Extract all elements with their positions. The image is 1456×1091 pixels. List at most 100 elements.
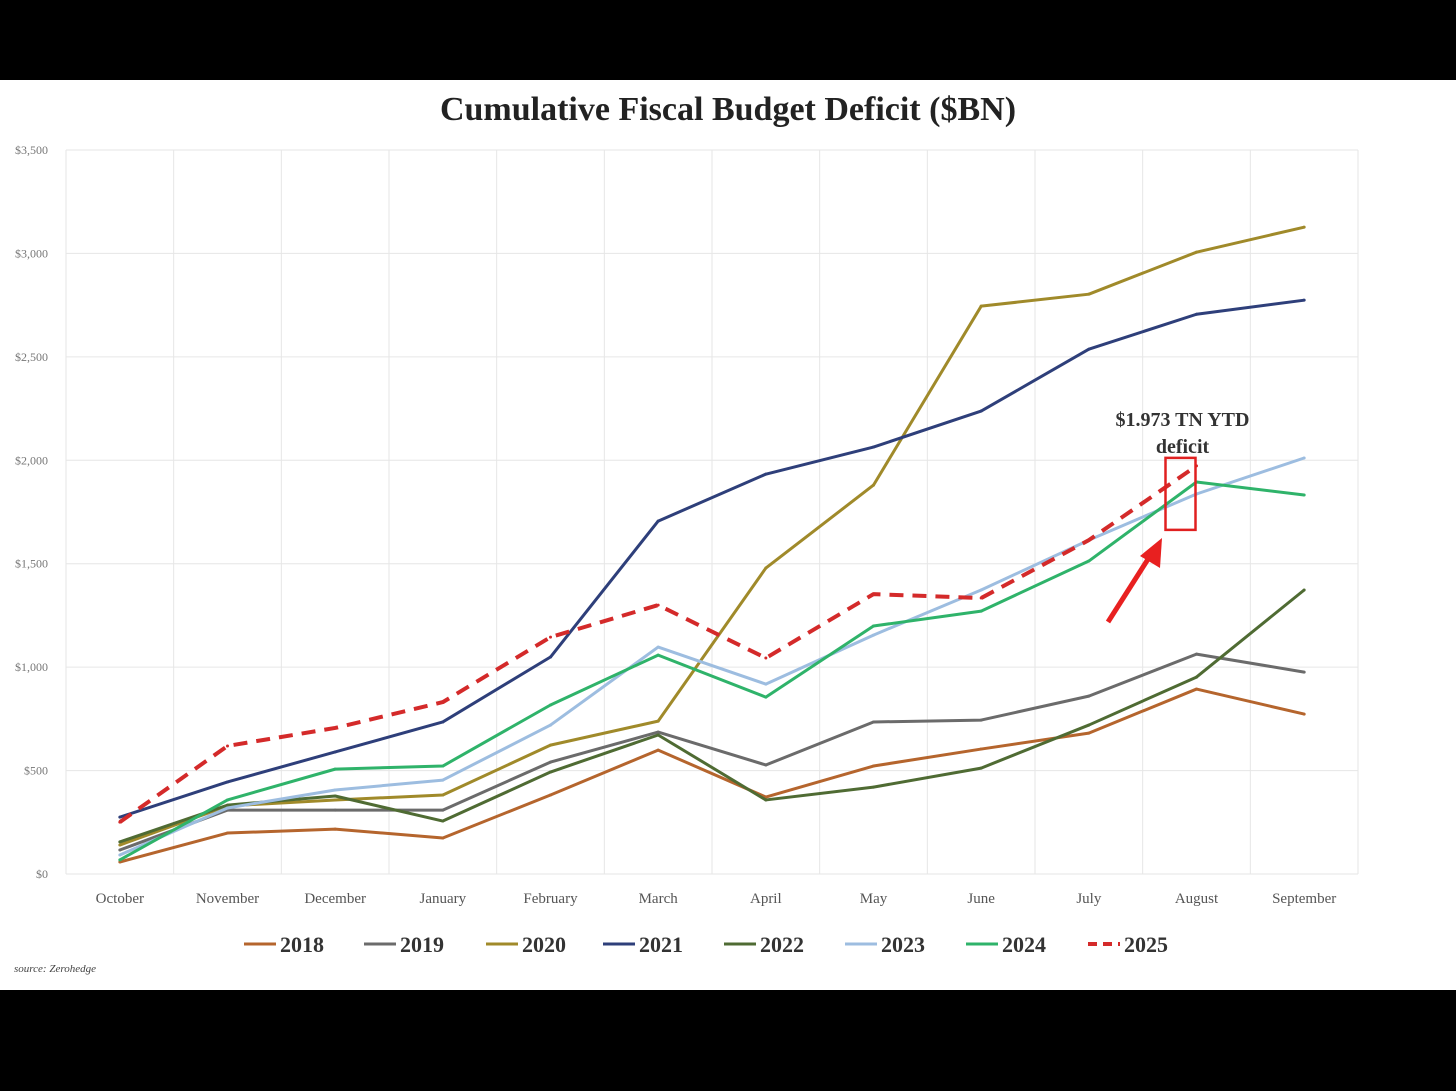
data-point-2024 xyxy=(441,764,445,768)
data-point-2025 xyxy=(764,656,768,660)
series-line-2020 xyxy=(119,225,1305,847)
x-tick-label: June xyxy=(967,891,995,907)
y-tick-label: $500 xyxy=(24,764,48,778)
data-point-2025 xyxy=(656,603,660,607)
data-point-2020 xyxy=(1302,225,1306,229)
y-tick-label: $2,500 xyxy=(15,350,48,364)
data-point-2023 xyxy=(656,645,660,649)
series-line-2023 xyxy=(119,456,1305,857)
x-tick-label: July xyxy=(1076,891,1102,907)
data-point-2021 xyxy=(979,409,983,413)
data-point-2024 xyxy=(764,695,768,699)
data-point-2018 xyxy=(872,764,875,768)
data-point-2025 xyxy=(1087,538,1091,542)
x-tick-label: September xyxy=(1272,891,1336,907)
chart-panel xyxy=(0,80,1456,990)
x-tick-label: December xyxy=(304,891,366,907)
data-point-2020 xyxy=(1195,250,1198,254)
data-point-2021 xyxy=(1195,312,1198,316)
data-point-2022 xyxy=(656,733,660,737)
legend-label-2021: 2021 xyxy=(639,932,683,957)
legend-label-2023: 2023 xyxy=(881,932,925,957)
data-point-2023 xyxy=(764,682,768,686)
y-tick-label: $3,500 xyxy=(15,143,48,157)
data-point-2019 xyxy=(441,808,445,812)
data-point-2022 xyxy=(1087,723,1091,727)
data-point-2024 xyxy=(1087,559,1091,563)
data-point-2019 xyxy=(764,763,768,767)
data-point-2023 xyxy=(549,723,552,727)
data-point-2022 xyxy=(979,766,983,770)
series-line-2022 xyxy=(119,588,1306,844)
data-point-2019 xyxy=(872,720,875,724)
data-point-2021 xyxy=(549,655,552,659)
data-point-2024 xyxy=(226,798,229,802)
data-point-2021 xyxy=(1302,298,1306,302)
data-point-2019 xyxy=(118,848,122,852)
data-point-2021 xyxy=(333,750,337,754)
x-tick-label: April xyxy=(750,891,782,907)
data-point-2018 xyxy=(656,748,660,752)
data-point-2025 xyxy=(226,744,229,748)
data-point-2018 xyxy=(1195,687,1198,691)
annotation-text: $1.973 TN YTD xyxy=(1116,409,1250,431)
data-point-2023 xyxy=(979,588,983,592)
data-point-2024 xyxy=(118,858,122,862)
data-point-2019 xyxy=(1195,652,1198,656)
data-point-2023 xyxy=(118,853,122,857)
data-point-2023 xyxy=(226,806,229,810)
data-point-2020 xyxy=(872,483,875,487)
data-point-2021 xyxy=(118,815,122,819)
data-point-2024 xyxy=(549,703,552,707)
series-line-2018 xyxy=(119,687,1305,864)
data-point-2018 xyxy=(333,827,337,831)
y-tick-label: $1,000 xyxy=(15,660,48,674)
series-line-2024 xyxy=(119,480,1305,862)
data-point-2024 xyxy=(1302,493,1306,497)
data-point-2018 xyxy=(441,836,445,840)
data-point-2022 xyxy=(872,785,875,789)
data-point-2019 xyxy=(1302,670,1306,674)
data-point-2021 xyxy=(441,720,445,724)
data-point-2024 xyxy=(656,653,660,657)
data-point-2025 xyxy=(979,596,983,600)
annotation-box xyxy=(1164,456,1197,532)
data-point-2022 xyxy=(549,770,552,774)
data-point-2022 xyxy=(1195,675,1198,679)
legend-label-2019: 2019 xyxy=(400,932,444,957)
series-line-2019 xyxy=(119,652,1305,852)
legend-label-2025: 2025 xyxy=(1124,932,1168,957)
x-tick-label: October xyxy=(96,891,144,907)
data-point-2018 xyxy=(1302,712,1306,716)
data-point-2023 xyxy=(333,788,337,792)
legend-label-2018: 2018 xyxy=(280,932,324,957)
annotation-arrowhead xyxy=(1140,538,1162,568)
data-point-2020 xyxy=(656,719,660,723)
data-point-2018 xyxy=(549,793,552,797)
data-point-2019 xyxy=(549,760,552,764)
data-point-2023 xyxy=(441,778,445,782)
data-point-2021 xyxy=(764,472,768,476)
y-tick-label: $3,000 xyxy=(15,246,48,260)
y-tick-label: $0 xyxy=(36,867,48,881)
data-point-2021 xyxy=(872,445,875,449)
data-point-2020 xyxy=(764,566,768,570)
x-tick-label: May xyxy=(860,891,888,907)
data-point-2019 xyxy=(1087,694,1091,698)
data-point-2018 xyxy=(1087,731,1091,735)
data-point-2018 xyxy=(226,831,229,835)
data-point-2019 xyxy=(979,718,983,722)
data-point-2020 xyxy=(333,798,337,802)
x-tick-label: August xyxy=(1175,891,1219,907)
x-tick-label: February xyxy=(523,891,578,907)
data-point-2024 xyxy=(979,609,983,613)
data-point-2022 xyxy=(118,840,122,844)
x-tick-label: March xyxy=(639,891,679,907)
data-point-2022 xyxy=(764,798,768,802)
data-point-2025 xyxy=(549,635,552,639)
data-point-2020 xyxy=(979,304,983,308)
annotation-text: deficit xyxy=(1156,436,1210,458)
data-point-2023 xyxy=(872,633,875,637)
data-point-2021 xyxy=(1087,347,1091,351)
